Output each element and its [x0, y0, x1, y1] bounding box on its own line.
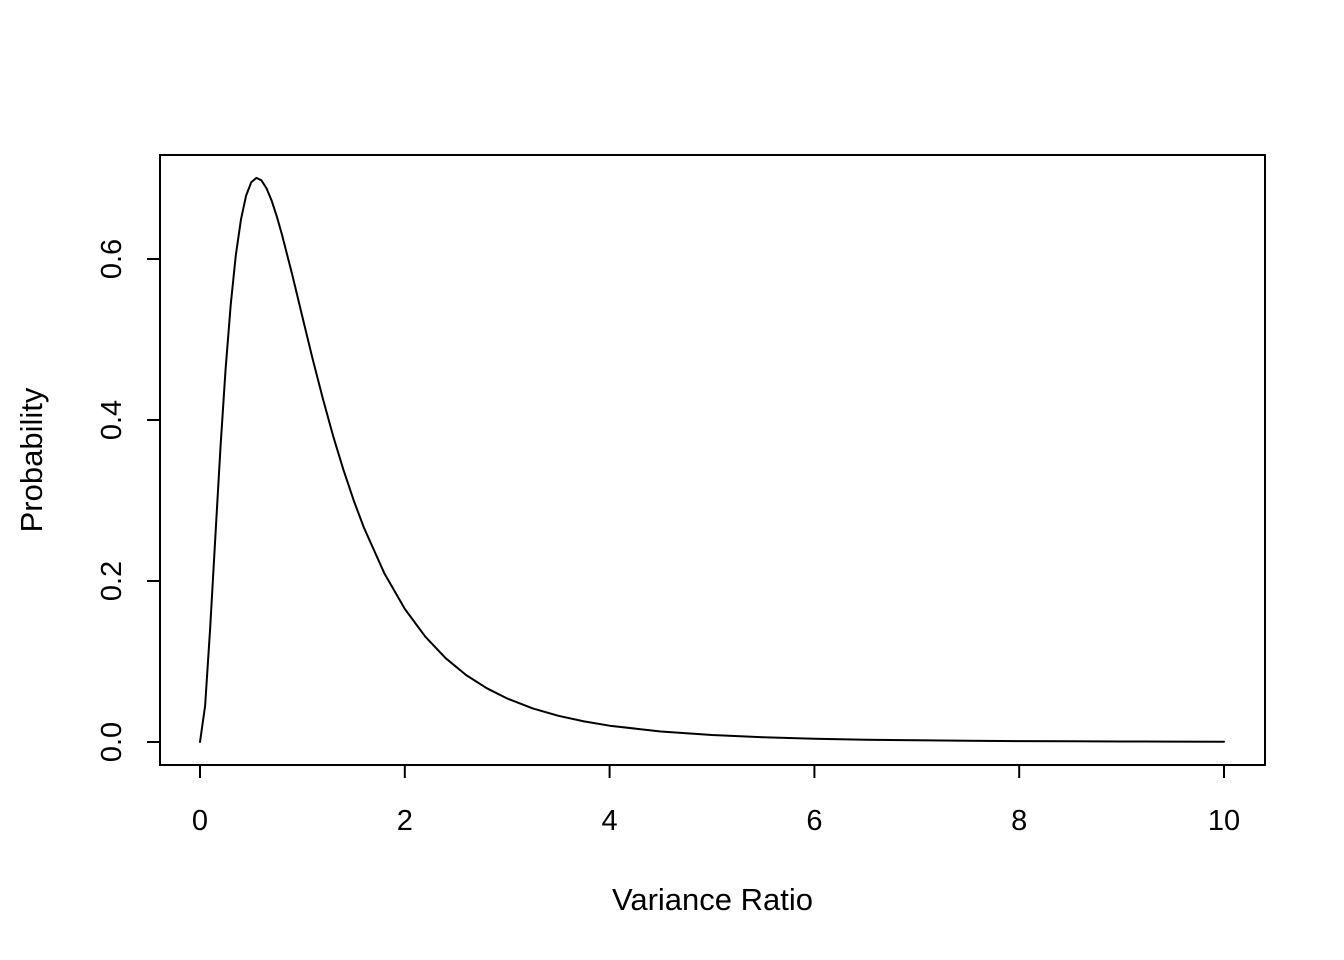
x-tick-label: 0: [192, 805, 208, 837]
y-tick-label: 0.0: [96, 722, 128, 762]
y-tick-label: 0.6: [96, 239, 128, 279]
x-tick-label: 4: [602, 805, 618, 837]
y-tick-label: 0.2: [96, 561, 128, 601]
x-tick-label: 2: [397, 805, 413, 837]
plot-box: [159, 154, 1266, 766]
x-tick-label: 8: [1011, 805, 1027, 837]
x-tick-label: 6: [806, 805, 822, 837]
y-tick-label: 0.4: [96, 400, 128, 440]
density-curve: [199, 176, 1225, 743]
x-tick-label: 10: [1208, 805, 1240, 837]
y-axis-title: Probability: [14, 387, 49, 533]
x-axis-title: Variance Ratio: [611, 882, 814, 917]
